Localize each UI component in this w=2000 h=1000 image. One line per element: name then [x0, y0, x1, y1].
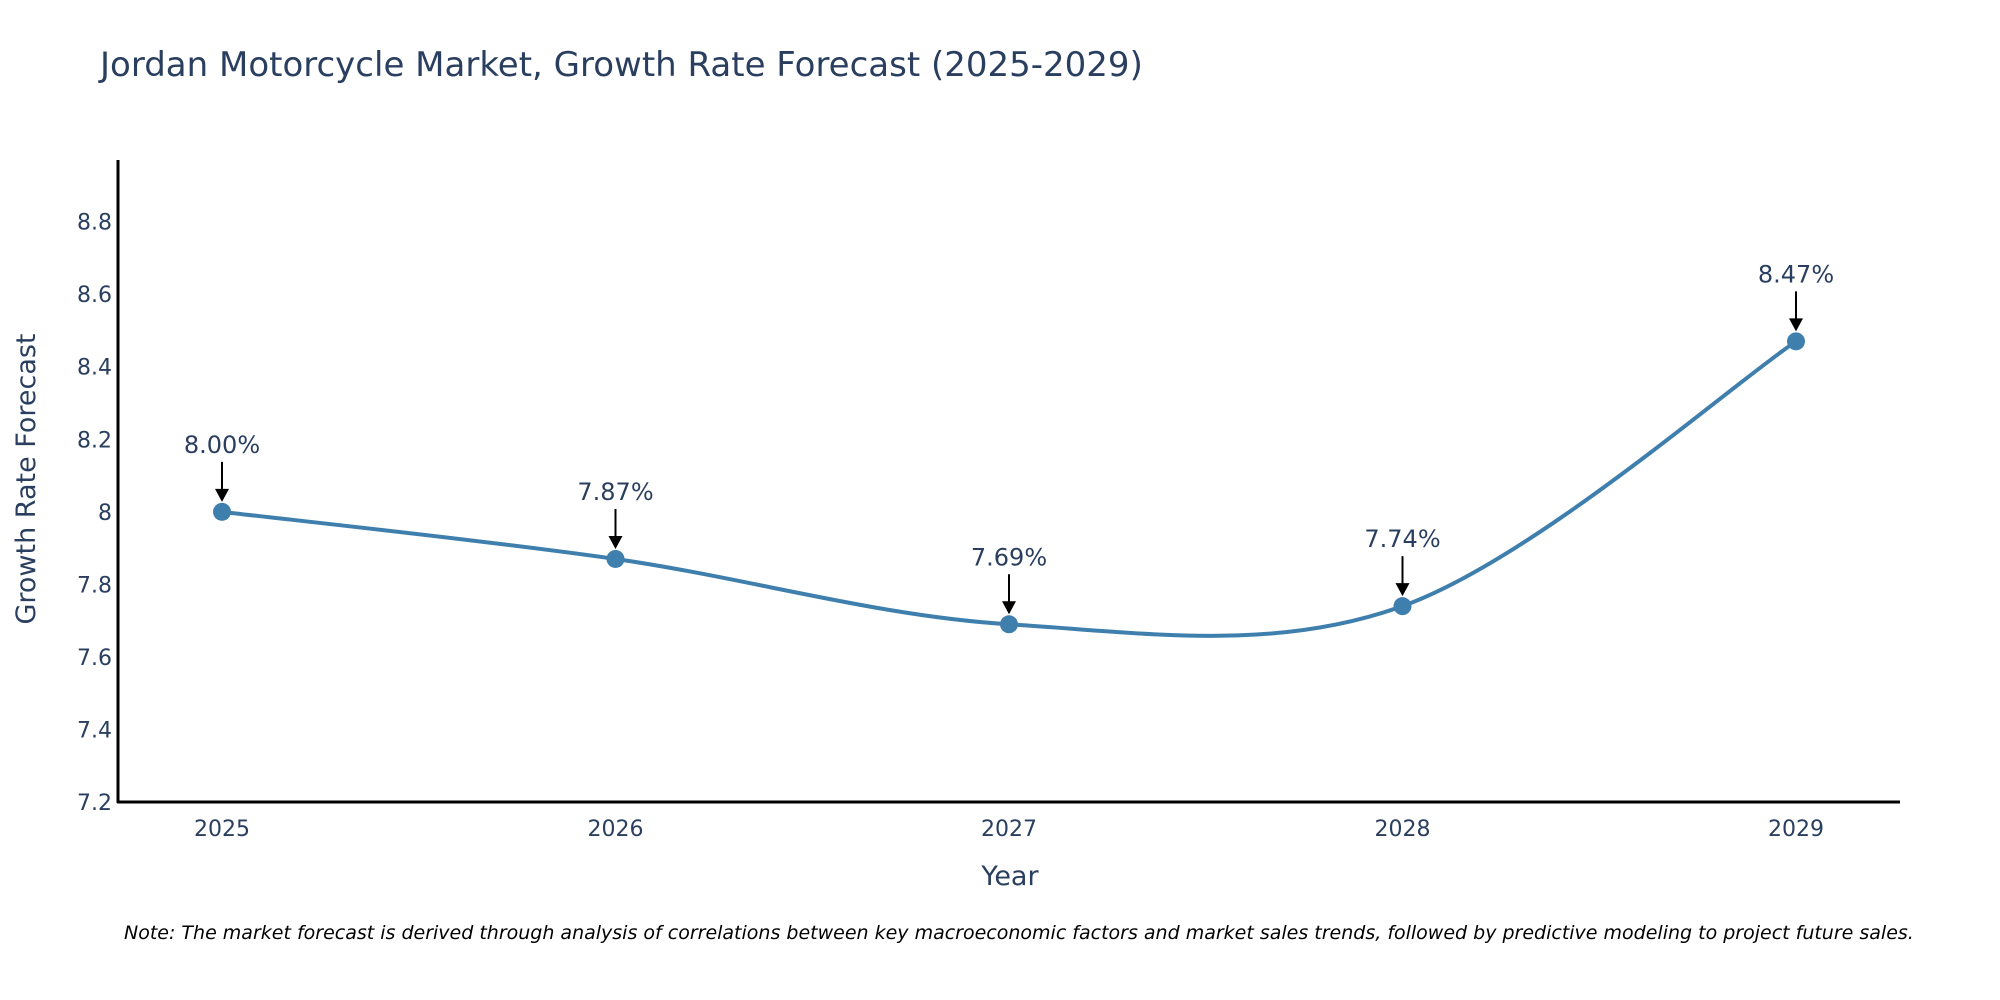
data-label: 8.47%: [1758, 260, 1834, 288]
y-tick-label: 8.4: [77, 356, 112, 381]
data-point[interactable]: [1393, 597, 1412, 616]
annotation-arrow-head: [1789, 318, 1803, 332]
data-points: [213, 332, 1805, 634]
y-tick-label: 8: [98, 501, 112, 526]
x-tick-label: 2026: [588, 817, 644, 842]
y-ticks: 7.2 7.4 7.6 7.8 8 8.2 8.4 8.6 8.8: [77, 211, 112, 816]
chart-title: Jordan Motorcycle Market, Growth Rate Fo…: [100, 45, 1143, 85]
x-tick-label: 2029: [1768, 817, 1824, 842]
y-tick-label: 8.6: [77, 283, 112, 308]
y-tick-label: 7.4: [77, 718, 112, 743]
y-tick-label: 7.8: [77, 573, 112, 598]
data-label: 7.74%: [1364, 525, 1440, 553]
x-tick-label: 2025: [194, 817, 250, 842]
annotation-arrow-head: [1395, 583, 1410, 597]
y-axis-title: Growth Rate Forecast: [11, 333, 42, 624]
annotation-arrow-head: [1002, 601, 1016, 615]
data-annotations: 8.00% 7.87% 7.69% 7.74% 8.47%: [184, 260, 1834, 615]
annotation-arrow-head: [608, 535, 623, 549]
data-point[interactable]: [213, 502, 231, 521]
data-point[interactable]: [1787, 332, 1805, 351]
x-axis-title: Year: [980, 861, 1039, 892]
data-point[interactable]: [1000, 615, 1018, 634]
annotation-arrow-head: [215, 488, 229, 502]
x-tick-label: 2027: [981, 817, 1037, 842]
data-label: 8.00%: [184, 431, 260, 459]
footnote: Note: The market forecast is derived thr…: [124, 922, 1914, 944]
x-tick-label: 2028: [1375, 817, 1431, 842]
y-tick-label: 8.2: [77, 428, 112, 453]
axes: [116, 160, 1900, 804]
y-tick-label: 8.8: [77, 211, 112, 236]
data-label: 7.69%: [971, 543, 1047, 571]
data-point[interactable]: [606, 549, 625, 568]
data-label: 7.87%: [577, 478, 653, 506]
y-tick-label: 7.6: [77, 646, 112, 671]
x-ticks: 2025 2026 2027 2028 2029: [194, 817, 1824, 842]
y-tick-label: 7.2: [77, 791, 112, 816]
